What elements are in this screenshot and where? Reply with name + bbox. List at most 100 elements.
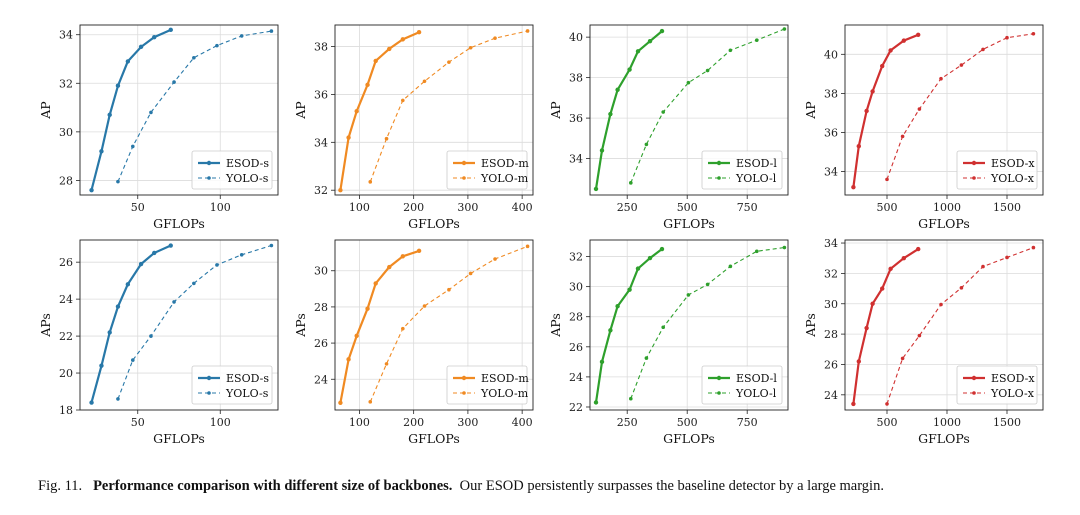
y-tick-label: 24 bbox=[314, 373, 328, 386]
y-tick-label: 34 bbox=[824, 166, 838, 179]
legend-marker-ESOD-m bbox=[461, 375, 467, 381]
data-point-ESOD-x bbox=[888, 266, 893, 272]
legend-label-YOLO-x: YOLO-x bbox=[990, 387, 1035, 400]
legend-marker-ESOD-x bbox=[971, 375, 977, 381]
y-axis-label: AP bbox=[293, 101, 308, 119]
legend-box bbox=[956, 365, 1038, 405]
data-point-ESOD-x bbox=[880, 63, 885, 69]
data-point-ESOD-l bbox=[615, 303, 620, 309]
legend-marker-ESOD-l bbox=[716, 375, 722, 381]
data-point-ESOD-m bbox=[365, 82, 370, 88]
data-point-YOLO-m bbox=[468, 271, 473, 276]
data-point-YOLO-m bbox=[493, 257, 497, 261]
chart-panel-4: 500 1000 1500 34 36 38 40 GFLOPs AP ESOD-x YOLO-x bbox=[803, 24, 1044, 231]
data-point-ESOD-x bbox=[864, 325, 869, 331]
x-tick-label: 400 bbox=[512, 201, 533, 214]
series-line-YOLO-x bbox=[886, 247, 1034, 405]
legend-label-ESOD-s: ESOD-s bbox=[226, 372, 269, 385]
data-point-ESOD-m bbox=[400, 37, 406, 42]
data-point-ESOD-x bbox=[851, 401, 856, 407]
data-point-ESOD-x bbox=[901, 38, 906, 43]
data-point-YOLO-l bbox=[705, 282, 710, 287]
data-point-ESOD-m bbox=[416, 29, 422, 35]
data-point-ESOD-l bbox=[635, 49, 641, 54]
chart-panel-7: 250 500 750 22 24 26 28 30 32 GFLOPs APs ESOD-l YOLO… bbox=[548, 239, 789, 446]
x-axis-label: GFLOPs bbox=[153, 431, 205, 446]
series-line-YOLO-l bbox=[630, 28, 785, 184]
legend-box bbox=[446, 150, 528, 190]
data-point-YOLO-x bbox=[959, 63, 964, 67]
y-tick-label: 30 bbox=[569, 281, 583, 294]
y-tick-label: 28 bbox=[824, 328, 838, 341]
y-tick-label: 26 bbox=[569, 341, 583, 354]
series-line-YOLO-x bbox=[886, 33, 1034, 180]
data-point-ESOD-l bbox=[593, 400, 599, 405]
chart-panel-2: 100 200 300 400 32 34 36 38 GFLOPs AP ESOD-m YOLO-m bbox=[293, 24, 534, 231]
data-point-YOLO-x bbox=[939, 76, 943, 81]
series-line-ESOD-m bbox=[339, 249, 420, 404]
data-point-ESOD-x bbox=[870, 89, 875, 94]
data-point-YOLO-s bbox=[269, 243, 274, 248]
data-point-ESOD-s bbox=[125, 59, 131, 64]
x-tick-label: 100 bbox=[349, 201, 370, 214]
data-point-YOLO-m bbox=[384, 362, 389, 366]
data-point-YOLO-m bbox=[422, 304, 427, 308]
data-point-YOLO-l bbox=[661, 110, 665, 114]
data-point-YOLO-s bbox=[116, 397, 120, 401]
legend: ESOD-s YOLO-s bbox=[191, 365, 273, 405]
data-point-ESOD-l bbox=[659, 28, 665, 34]
y-tick-label: 22 bbox=[59, 330, 73, 343]
data-point-YOLO-l bbox=[755, 38, 759, 42]
series-line-YOLO-s bbox=[117, 244, 272, 400]
x-axis-label: GFLOPs bbox=[408, 431, 460, 446]
data-point-ESOD-x bbox=[856, 359, 861, 364]
data-point-YOLO-x bbox=[917, 333, 922, 338]
y-axis-label: APs bbox=[38, 313, 53, 338]
data-point-ESOD-l bbox=[593, 186, 599, 192]
y-tick-label: 18 bbox=[59, 404, 73, 417]
caption-label: Fig. 11. bbox=[38, 478, 83, 494]
data-point-ESOD-m bbox=[346, 357, 351, 362]
legend-marker-ESOD-x bbox=[971, 160, 977, 166]
y-tick-label: 24 bbox=[824, 389, 838, 402]
data-point-YOLO-s bbox=[149, 334, 153, 338]
x-tick-label: 250 bbox=[617, 416, 638, 429]
x-tick-label: 250 bbox=[617, 201, 638, 214]
x-tick-label: 500 bbox=[677, 416, 698, 429]
y-tick-label: 28 bbox=[59, 174, 73, 187]
legend: ESOD-s YOLO-s bbox=[191, 150, 273, 190]
legend-box bbox=[956, 150, 1038, 190]
legend-marker-YOLO-l bbox=[717, 391, 721, 395]
data-point-YOLO-s bbox=[215, 263, 219, 267]
data-point-YOLO-l bbox=[728, 48, 733, 53]
data-point-YOLO-s bbox=[269, 29, 274, 33]
data-point-ESOD-m bbox=[354, 108, 359, 114]
legend-label-ESOD-s: ESOD-s bbox=[226, 157, 269, 170]
x-tick-label: 300 bbox=[457, 201, 478, 214]
data-point-ESOD-l bbox=[627, 67, 632, 72]
y-tick-label: 34 bbox=[824, 237, 838, 250]
data-point-YOLO-m bbox=[384, 136, 389, 141]
x-tick-label: 200 bbox=[403, 416, 424, 429]
chart-panel-6: 100 200 300 400 24 26 28 30 GFLOPs APs ESOD-m YOLO-… bbox=[293, 239, 534, 446]
data-point-YOLO-x bbox=[1031, 31, 1036, 36]
chart-panel-3: 250 500 750 34 36 38 40 GFLOPs AP ESOD-l YOLO-l bbox=[548, 24, 789, 231]
legend: ESOD-x YOLO-x bbox=[956, 150, 1038, 190]
legend-label-YOLO-s: YOLO-s bbox=[225, 172, 269, 185]
x-tick-label: 750 bbox=[737, 416, 758, 429]
y-tick-label: 28 bbox=[569, 311, 583, 324]
data-point-YOLO-m bbox=[368, 400, 373, 404]
y-tick-label: 28 bbox=[314, 301, 328, 314]
y-tick-label: 32 bbox=[569, 251, 583, 264]
data-point-ESOD-s bbox=[152, 34, 157, 40]
data-point-ESOD-m bbox=[365, 306, 370, 311]
plot-frame bbox=[844, 24, 1044, 196]
data-point-ESOD-x bbox=[870, 301, 875, 306]
legend-box bbox=[701, 365, 783, 405]
y-tick-label: 38 bbox=[569, 72, 583, 85]
data-point-ESOD-l bbox=[627, 287, 632, 292]
data-point-ESOD-x bbox=[901, 256, 906, 261]
y-tick-label: 24 bbox=[59, 293, 73, 306]
legend-box bbox=[191, 150, 273, 190]
y-tick-label: 38 bbox=[314, 41, 328, 54]
